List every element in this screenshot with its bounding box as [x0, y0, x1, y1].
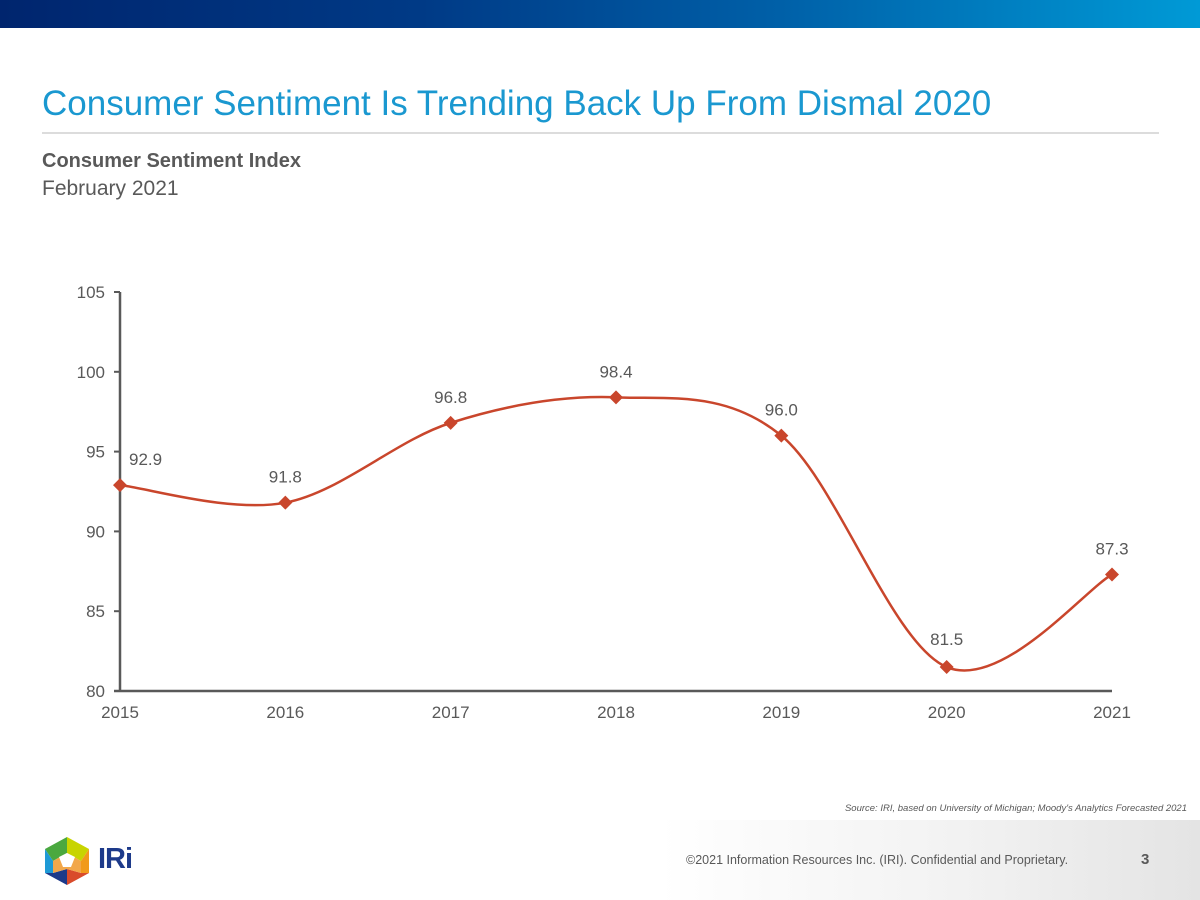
data-point-marker [774, 428, 789, 443]
y-tick-label: 90 [86, 522, 105, 541]
x-tick-label: 2016 [266, 703, 304, 722]
y-tick-label: 80 [86, 682, 105, 701]
x-tick-label: 2018 [597, 703, 635, 722]
data-label: 96.8 [434, 388, 467, 407]
data-label: 98.4 [599, 362, 632, 381]
data-point-marker [1105, 567, 1119, 582]
x-tick-label: 2017 [432, 703, 470, 722]
x-tick-label: 2020 [928, 703, 966, 722]
y-axis: 80 85 90 95 100 105 [77, 283, 122, 701]
chart-subtitle: Consumer Sentiment Index [42, 150, 301, 172]
data-label: 87.3 [1095, 539, 1128, 558]
data-point-marker [609, 390, 623, 405]
data-point-marker [443, 415, 458, 430]
chart-date: February 2021 [42, 177, 179, 200]
data-point-marker [939, 660, 954, 675]
copyright-notice: ©2021 Information Resources Inc. (IRI). … [686, 853, 1069, 867]
data-label: 96.0 [765, 401, 798, 420]
title-divider [42, 132, 1159, 134]
source-note: Source: IRI, based on University of Mich… [844, 803, 1187, 814]
header-gradient-bar [0, 0, 1200, 28]
data-label: 91.8 [269, 468, 302, 487]
y-tick-label: 105 [77, 283, 105, 302]
data-label: 92.9 [129, 450, 162, 469]
y-tick-label: 85 [86, 602, 105, 621]
data-label: 81.5 [930, 630, 963, 649]
footer [0, 820, 1200, 900]
x-tick-label: 2015 [101, 703, 139, 722]
data-point-marker [278, 495, 293, 510]
x-tick-label: 2019 [762, 703, 800, 722]
page-number: 3 [1141, 851, 1150, 868]
data-point-marker [113, 478, 127, 493]
series-consumer-sentiment [113, 390, 1119, 675]
slide-title: Consumer Sentiment Is Trending Back Up F… [42, 84, 992, 123]
y-tick-label: 100 [77, 363, 105, 382]
x-tick-label: 2021 [1093, 703, 1131, 722]
data-labels: 92.9 91.8 96.8 98.4 96.0 81.5 87.3 [129, 362, 1129, 649]
x-axis: 2015 2016 2017 2018 2019 2020 2021 [101, 689, 1131, 722]
y-tick-label: 95 [86, 443, 105, 462]
logo-wordmark: IRi [98, 843, 133, 875]
iri-logo-icon [45, 837, 89, 885]
